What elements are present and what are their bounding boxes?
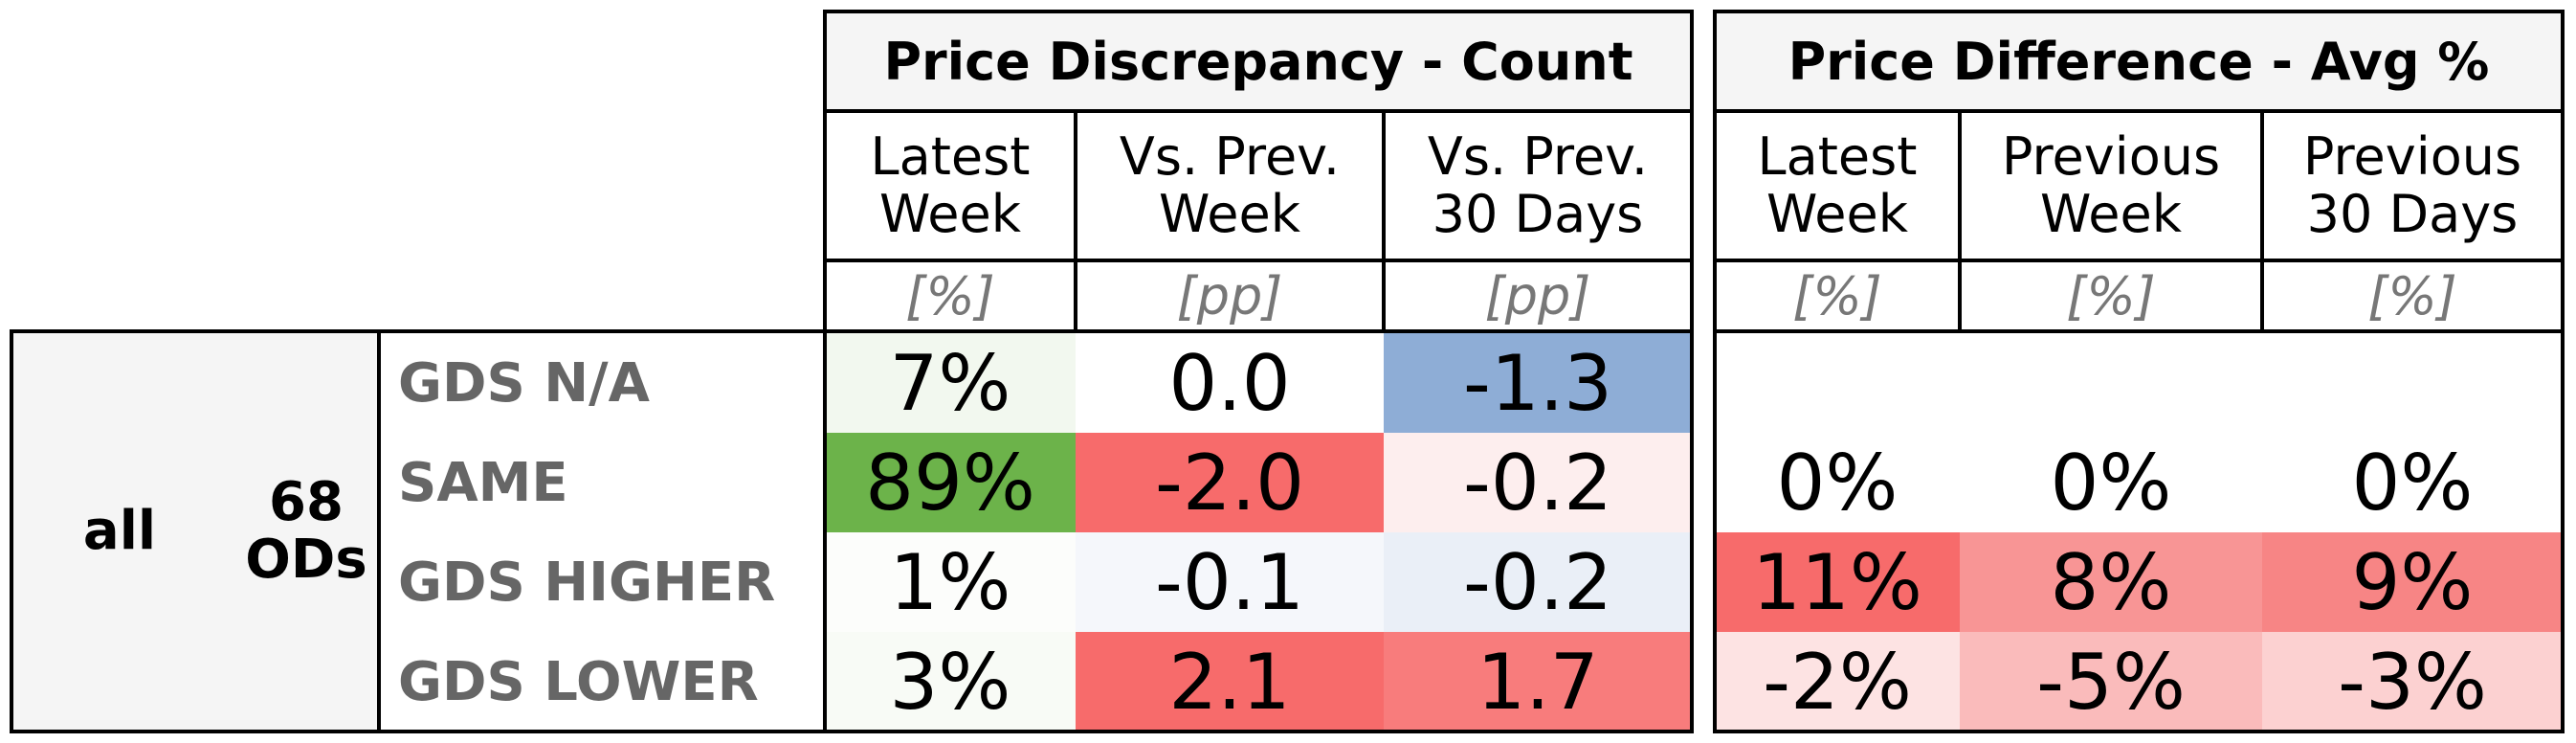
divider bbox=[2260, 109, 2264, 331]
diff-cell-prev-week bbox=[1960, 333, 2262, 433]
row-group-label: all bbox=[82, 500, 157, 562]
diff-col-header-previous-30-days: Previous 30 Days bbox=[2302, 126, 2522, 244]
count-cell-prev-week: 2.1 bbox=[1076, 632, 1384, 732]
count-col-header-vs-prev-week: Vs. Prev. Week bbox=[1119, 126, 1341, 244]
count-cell-latest-week: 89% bbox=[825, 433, 1076, 532]
diff-cell-prev-week: -5% bbox=[1960, 632, 2262, 732]
count-cell-latest-week: 7% bbox=[825, 333, 1076, 433]
count-cell-prev-30-days: 1.7 bbox=[1384, 632, 1692, 732]
diff-group-title: Price Difference - Avg % bbox=[1715, 11, 2563, 111]
divider bbox=[1713, 329, 2565, 333]
divider bbox=[1713, 109, 2565, 113]
row-label: GDS LOWER bbox=[398, 650, 759, 713]
count-cell-prev-week: -0.1 bbox=[1076, 532, 1384, 632]
diff-unit-latest-week: [%] bbox=[1792, 265, 1882, 326]
diff-cell-prev-week: 8% bbox=[1960, 532, 2262, 632]
row-label: SAME bbox=[398, 451, 568, 514]
count-unit-latest-week: [%] bbox=[905, 265, 995, 326]
diff-col-header-latest-week: Latest Week bbox=[1757, 126, 1918, 244]
count-cell-prev-30-days: -0.2 bbox=[1384, 433, 1692, 532]
divider bbox=[377, 329, 381, 733]
diff-cell-latest-week: 0% bbox=[1715, 433, 1960, 532]
count-cell-prev-week: -2.0 bbox=[1076, 433, 1384, 532]
divider bbox=[1713, 259, 2565, 262]
count-cell-prev-30-days: -1.3 bbox=[1384, 333, 1692, 433]
count-unit-vs-prev-week: [pp] bbox=[1176, 265, 1283, 326]
diff-cell-prev-30-days: 0% bbox=[2262, 433, 2563, 532]
diff-cell-prev-30-days: -3% bbox=[2262, 632, 2563, 732]
count-col-header-latest-week: Latest Week bbox=[870, 126, 1031, 244]
diff-unit-previous-30-days: [%] bbox=[2367, 265, 2457, 326]
row-group-count: 68 ODs bbox=[245, 471, 367, 591]
count-cell-prev-week: 0.0 bbox=[1076, 333, 1384, 433]
diff-cell-prev-30-days: 9% bbox=[2262, 532, 2563, 632]
diff-unit-previous-week: [%] bbox=[2066, 265, 2156, 326]
count-col-header-vs-prev-30-days: Vs. Prev. 30 Days bbox=[1427, 126, 1649, 244]
diff-cell-latest-week: 11% bbox=[1715, 532, 1960, 632]
divider bbox=[10, 730, 825, 733]
count-cell-latest-week: 1% bbox=[825, 532, 1076, 632]
divider bbox=[1958, 109, 1962, 331]
divider bbox=[10, 329, 13, 733]
divider bbox=[823, 259, 1694, 262]
row-label: GDS N/A bbox=[398, 351, 650, 415]
count-group-title: Price Discrepancy - Count bbox=[825, 11, 1692, 111]
divider bbox=[1074, 109, 1077, 331]
divider bbox=[823, 329, 1694, 333]
divider bbox=[10, 329, 825, 333]
row-label: GDS HIGHER bbox=[398, 551, 776, 614]
divider bbox=[1382, 109, 1386, 331]
count-cell-prev-30-days: -0.2 bbox=[1384, 532, 1692, 632]
diff-cell-prev-week: 0% bbox=[1960, 433, 2262, 532]
count-unit-vs-prev-30-days: [pp] bbox=[1484, 265, 1591, 326]
diff-cell-latest-week: -2% bbox=[1715, 632, 1960, 732]
diff-col-header-previous-week: Previous Week bbox=[2001, 126, 2221, 244]
diff-cell-prev-30-days bbox=[2262, 333, 2563, 433]
row-group-panel bbox=[11, 331, 379, 730]
count-cell-latest-week: 3% bbox=[825, 632, 1076, 732]
diff-cell-latest-week bbox=[1715, 333, 1960, 433]
divider bbox=[823, 109, 1694, 113]
